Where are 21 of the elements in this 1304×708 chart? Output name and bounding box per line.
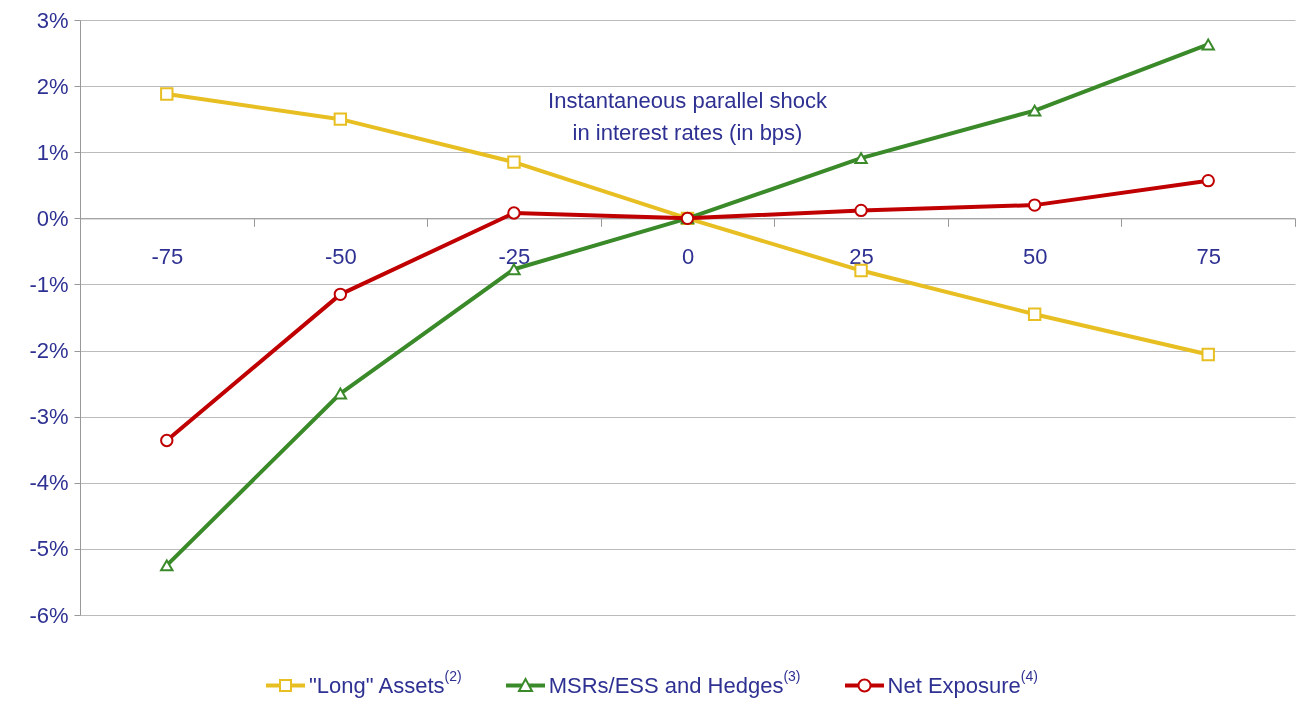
- x-tick-label: -75: [151, 243, 184, 269]
- x-axis-title: Instantaneous parallel shock in interest rates (in bps): [548, 88, 828, 146]
- y-tick-label: 3%: [36, 7, 69, 33]
- y-tick-label: 2%: [36, 73, 69, 99]
- y-tick-label: 1%: [36, 139, 69, 165]
- x-tick-label: 50: [1022, 243, 1048, 269]
- y-tick-label: -1%: [29, 271, 69, 297]
- x-tick-label: 25: [849, 243, 874, 269]
- y-tick-label: 0%: [36, 205, 69, 231]
- x-tick-label: -25: [498, 243, 531, 269]
- y-tick-label: -5%: [29, 536, 69, 562]
- y-tick-label: -6%: [29, 602, 69, 628]
- y-tick-label: -3%: [29, 404, 69, 430]
- x-tick-label: -50: [324, 243, 357, 269]
- x-tick-label: 0: [681, 243, 695, 269]
- legend-label: MSRs/ESS and Hedges$^{(3)}$: [548, 668, 801, 700]
- x-tick-label: 75: [1196, 243, 1221, 269]
- y-tick-label: -2%: [29, 338, 69, 364]
- legend-label: Net Exposure$^{(4)}$: [887, 668, 1038, 700]
- y-tick-label: -4%: [29, 470, 69, 496]
- legend-label: "Long" Assets$^{(2)}$: [309, 668, 462, 700]
